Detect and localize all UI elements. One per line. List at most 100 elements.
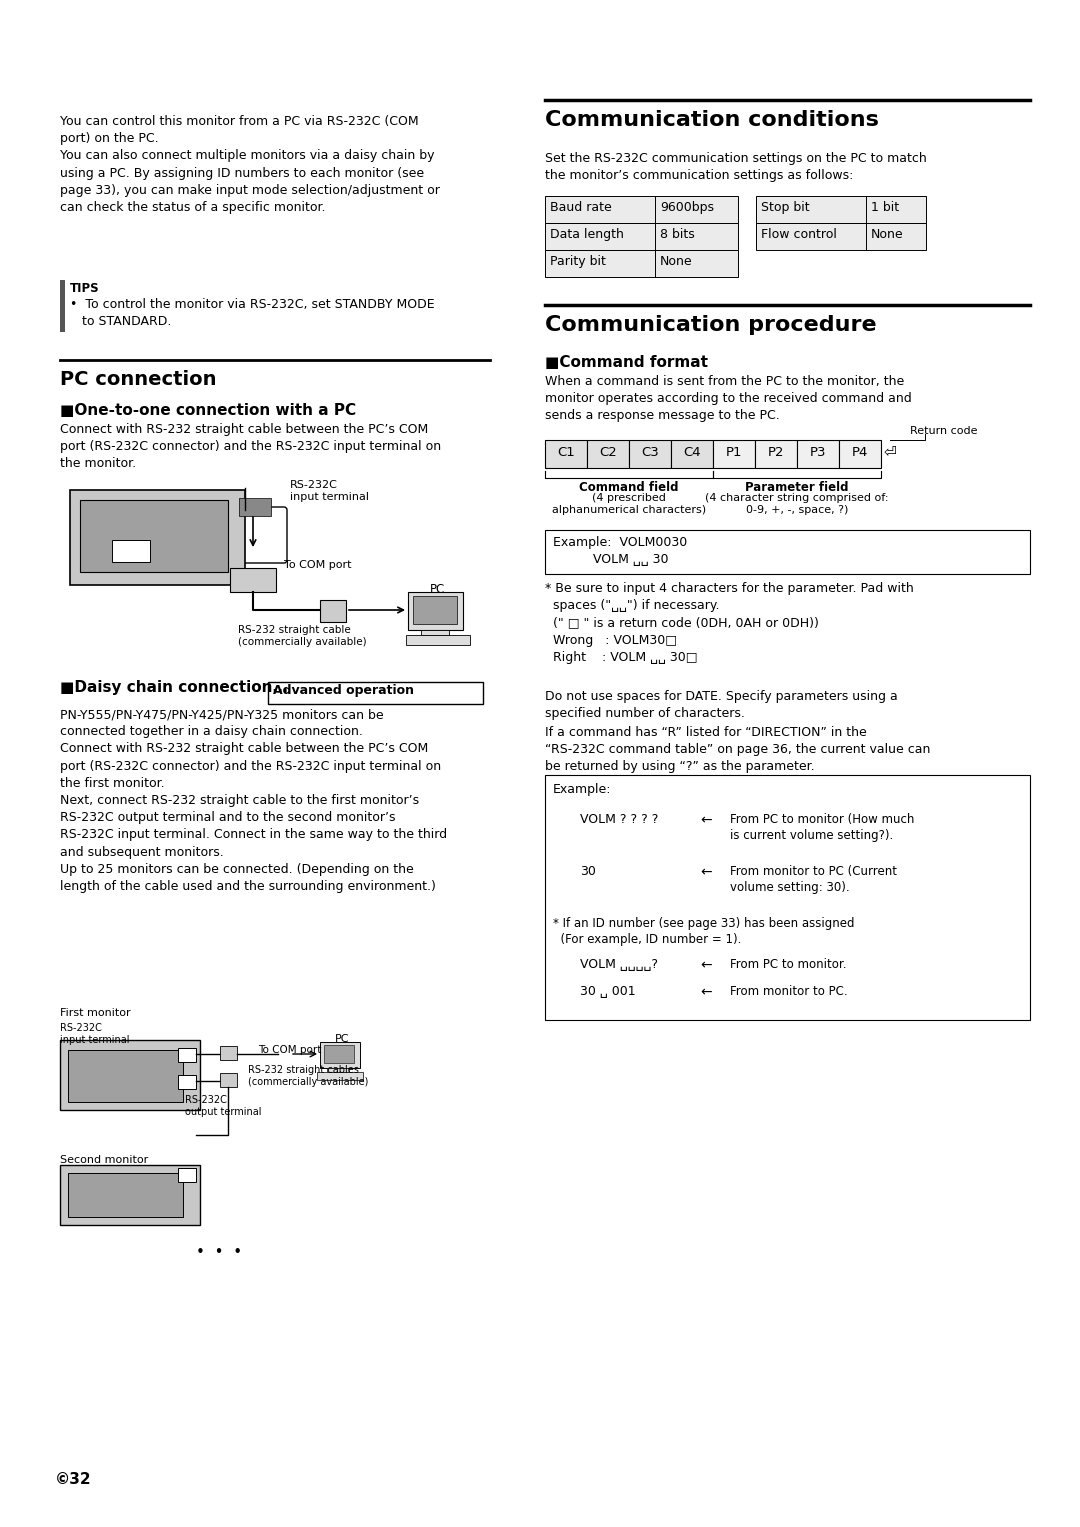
Text: None: None <box>660 255 692 269</box>
Bar <box>839 440 881 467</box>
Bar <box>220 1046 237 1060</box>
Text: C4: C4 <box>684 446 701 460</box>
Text: 9600bps: 9600bps <box>660 202 714 214</box>
Text: Communication conditions: Communication conditions <box>545 110 879 130</box>
Bar <box>545 223 738 250</box>
Bar <box>230 568 276 592</box>
Bar <box>60 1165 200 1225</box>
Text: (4 character string comprised of:
0-9, +, -, space, ?): (4 character string comprised of: 0-9, +… <box>705 493 889 516</box>
Bar <box>797 440 839 467</box>
Bar <box>545 776 1030 1020</box>
Text: 30 ␣ 001: 30 ␣ 001 <box>580 985 636 999</box>
Text: From monitor to PC (Current
volume setting: 30).: From monitor to PC (Current volume setti… <box>730 864 897 895</box>
Text: RS-232C
output terminal: RS-232C output terminal <box>185 1095 261 1116</box>
Text: C3: C3 <box>642 446 659 460</box>
Text: Baud rate: Baud rate <box>550 202 611 214</box>
Text: PC: PC <box>430 583 445 596</box>
Text: PC connection: PC connection <box>60 370 216 389</box>
Text: Set the RS-232C communication settings on the PC to match
the monitor’s communic: Set the RS-232C communication settings o… <box>545 153 927 182</box>
Text: Parity bit: Parity bit <box>550 255 606 269</box>
Text: From PC to monitor.: From PC to monitor. <box>730 957 847 971</box>
Text: * If an ID number (see page 33) has been assigned
  (For example, ID number = 1): * If an ID number (see page 33) has been… <box>553 918 854 947</box>
Text: Second monitor: Second monitor <box>60 1154 148 1165</box>
Text: RS-232C
input terminal: RS-232C input terminal <box>60 1023 130 1044</box>
Text: First monitor: First monitor <box>60 1008 131 1019</box>
Bar <box>545 440 588 467</box>
Text: (4 prescribed
alphanumerical characters): (4 prescribed alphanumerical characters) <box>552 493 706 516</box>
Text: If a command has “R” listed for “DIRECTION” in the
“RS-232C command table” on pa: If a command has “R” listed for “DIRECTI… <box>545 725 930 773</box>
Text: P2: P2 <box>768 446 784 460</box>
Text: From PC to monitor (How much
is current volume setting?).: From PC to monitor (How much is current … <box>730 812 915 843</box>
Text: ■Daisy chain connection…: ■Daisy chain connection… <box>60 680 288 695</box>
Text: P3: P3 <box>810 446 826 460</box>
Text: Do not use spaces for DATE. Specify parameters using a
specified number of chara: Do not use spaces for DATE. Specify para… <box>545 690 897 721</box>
Text: VOLM ␣␣␣␣?: VOLM ␣␣␣␣? <box>580 957 658 971</box>
Text: Parameter field: Parameter field <box>745 481 849 495</box>
Bar <box>320 600 346 621</box>
Text: * Be sure to input 4 characters for the parameter. Pad with
  spaces ("␣␣") if n: * Be sure to input 4 characters for the … <box>545 582 914 664</box>
Bar <box>756 223 926 250</box>
FancyBboxPatch shape <box>229 507 287 563</box>
Bar <box>324 1044 354 1063</box>
Text: P1: P1 <box>726 446 742 460</box>
Text: •  To control the monitor via RS-232C, set STANDBY MODE
   to STANDARD.: • To control the monitor via RS-232C, se… <box>70 298 434 328</box>
Text: Flow control: Flow control <box>761 228 837 241</box>
Text: 8 bits: 8 bits <box>660 228 694 241</box>
Text: ←: ← <box>700 957 712 973</box>
Text: ⏎: ⏎ <box>885 444 896 460</box>
Bar <box>671 440 713 467</box>
Bar <box>268 683 483 704</box>
Bar <box>545 530 1030 574</box>
Text: Advanced operation: Advanced operation <box>273 684 414 696</box>
Text: Connect with RS-232 straight cable between the PC’s COM
port (RS-232C connector): Connect with RS-232 straight cable betwe… <box>60 423 441 470</box>
Text: When a command is sent from the PC to the monitor, the
monitor operates accordin: When a command is sent from the PC to th… <box>545 376 912 423</box>
Text: PC: PC <box>335 1034 350 1044</box>
Text: ←: ← <box>700 864 712 880</box>
Text: ←: ← <box>700 812 712 828</box>
Text: 30: 30 <box>580 864 596 878</box>
Bar <box>60 1040 200 1110</box>
Bar <box>413 596 457 625</box>
Bar <box>406 635 470 644</box>
Bar <box>70 490 245 585</box>
Bar <box>178 1048 195 1061</box>
Text: ←: ← <box>700 985 712 999</box>
Text: To COM port: To COM port <box>284 560 351 570</box>
Bar <box>68 1173 183 1217</box>
Text: •  •  •: • • • <box>195 1245 242 1260</box>
Text: To COM port: To COM port <box>258 1044 322 1055</box>
Text: Communication procedure: Communication procedure <box>545 315 877 334</box>
Bar <box>327 1067 349 1072</box>
Text: 1 bit: 1 bit <box>870 202 900 214</box>
Bar <box>545 195 738 223</box>
Text: RS-232 straight cable
(commercially available): RS-232 straight cable (commercially avai… <box>238 625 366 647</box>
Text: You can control this monitor from a PC via RS-232C (COM
port) on the PC.
You can: You can control this monitor from a PC v… <box>60 115 440 214</box>
Text: RS-232 straight cables
(commercially available): RS-232 straight cables (commercially ava… <box>248 1064 368 1087</box>
Text: PN-Y555/PN-Y475/PN-Y425/PN-Y325 monitors can be
connected together in a daisy ch: PN-Y555/PN-Y475/PN-Y425/PN-Y325 monitors… <box>60 709 447 893</box>
Text: C2: C2 <box>599 446 617 460</box>
Text: Stop bit: Stop bit <box>761 202 810 214</box>
Text: ■One-to-one connection with a PC: ■One-to-one connection with a PC <box>60 403 356 418</box>
Text: TIPS: TIPS <box>70 282 99 295</box>
Text: From monitor to PC.: From monitor to PC. <box>730 985 848 999</box>
Bar <box>755 440 797 467</box>
Text: ©32: ©32 <box>55 1472 92 1487</box>
Bar <box>80 499 228 573</box>
Text: C1: C1 <box>557 446 575 460</box>
Text: VOLM ? ? ? ?: VOLM ? ? ? ? <box>580 812 659 826</box>
Text: Command field: Command field <box>579 481 678 495</box>
Bar <box>60 279 65 331</box>
Text: Example:: Example: <box>553 783 611 796</box>
Bar <box>239 498 271 516</box>
Bar <box>178 1168 195 1182</box>
Bar <box>68 1051 183 1102</box>
Bar <box>588 440 629 467</box>
Text: RS-232C
input terminal: RS-232C input terminal <box>291 479 369 502</box>
Bar <box>320 1041 360 1067</box>
Text: Example:  VOLM0030
          VOLM ␣␣ 30: Example: VOLM0030 VOLM ␣␣ 30 <box>553 536 687 567</box>
Bar <box>318 1072 363 1080</box>
Text: Data length: Data length <box>550 228 624 241</box>
Text: P4: P4 <box>852 446 868 460</box>
Bar <box>421 631 449 635</box>
Bar <box>756 195 926 223</box>
